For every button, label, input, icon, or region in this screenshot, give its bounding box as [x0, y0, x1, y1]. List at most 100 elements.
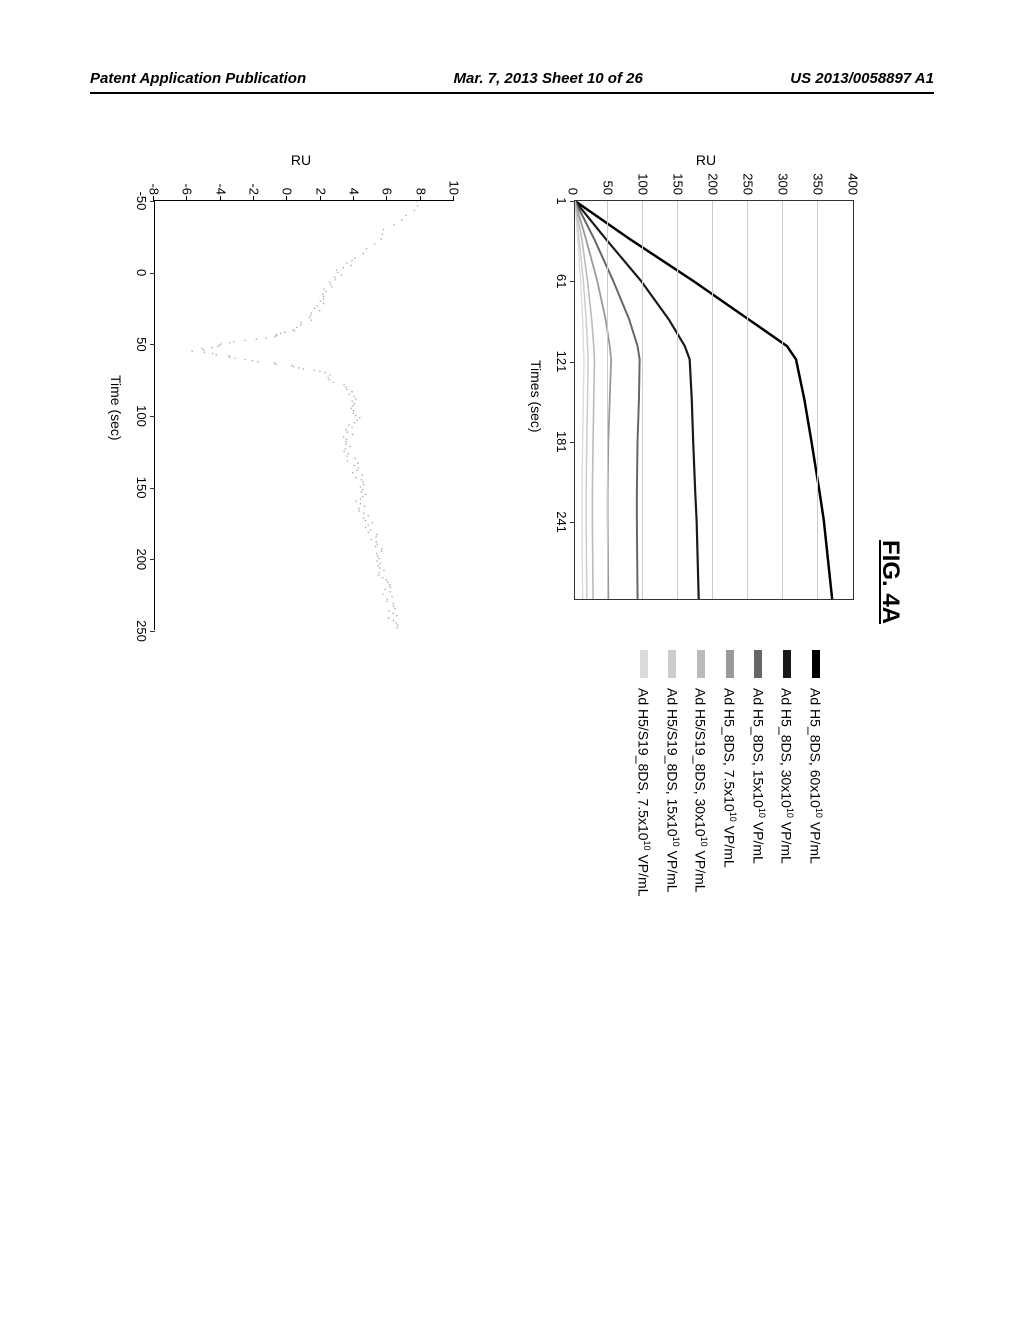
series-point	[329, 374, 331, 376]
series-point	[352, 434, 354, 436]
series-point	[355, 415, 357, 417]
series-point	[379, 562, 381, 564]
y-tick-label: 2	[313, 188, 328, 201]
series-point	[310, 312, 312, 314]
x-tick-mark	[150, 488, 155, 489]
series-point	[395, 622, 397, 624]
x-tick-mark	[570, 362, 575, 363]
series-point	[389, 586, 391, 588]
series-point	[349, 446, 351, 448]
series-point	[382, 593, 384, 595]
x-tick-mark	[570, 442, 575, 443]
series-point	[392, 603, 394, 605]
series-point	[377, 565, 379, 567]
series-point	[220, 343, 222, 345]
series-point	[233, 341, 235, 343]
series-point	[382, 577, 384, 579]
series-point	[360, 503, 362, 505]
series-point	[376, 560, 378, 562]
y-tick-mark	[286, 196, 287, 201]
series-point	[276, 335, 278, 337]
series-point	[414, 210, 416, 212]
series-point	[396, 615, 398, 617]
series-point	[212, 353, 214, 355]
legend-swatch	[812, 650, 820, 678]
y-tick-label: 8	[413, 188, 428, 201]
series-point	[378, 574, 380, 576]
series-point	[386, 598, 388, 600]
series-point	[284, 331, 286, 333]
series-point	[355, 398, 357, 400]
series-point	[335, 279, 337, 281]
legend-label: Ad H5_8DS, 30x1010 VP/mL	[779, 688, 796, 864]
grid-line	[677, 201, 678, 599]
series-point	[292, 329, 294, 331]
series-point	[204, 352, 206, 354]
series-point	[346, 388, 348, 390]
series-point	[211, 347, 213, 349]
series-point	[325, 291, 327, 293]
series-point	[346, 262, 348, 264]
series-point	[310, 315, 312, 317]
series-point	[376, 534, 378, 536]
legend-item: Ad H5/S19_8DS, 7.5x1010 VP/mL	[635, 650, 652, 896]
y-tick-mark	[320, 196, 321, 201]
series-point	[363, 484, 365, 486]
series-point	[333, 381, 335, 383]
series-point	[377, 555, 379, 557]
y-tick-label: 4	[347, 188, 362, 201]
series-point	[357, 462, 359, 464]
y-tick-label: -2	[247, 183, 262, 201]
series-point	[345, 443, 347, 445]
series-point	[392, 613, 394, 615]
series-point	[379, 572, 381, 574]
y-tick-label: 0	[280, 188, 295, 201]
series-point	[382, 234, 384, 236]
y-tick-mark	[220, 196, 221, 201]
series-point	[362, 253, 364, 255]
series-point	[354, 257, 356, 259]
series-point	[417, 205, 419, 207]
grid-line	[747, 201, 748, 599]
series-point	[405, 215, 407, 217]
series-point	[358, 510, 360, 512]
series-point	[354, 458, 356, 460]
series-point	[381, 548, 383, 550]
chart1-container: 050100150200250300350400161121181241 RU …	[574, 200, 854, 600]
y-tick-mark	[420, 196, 421, 201]
series-point	[352, 405, 354, 407]
series-point	[300, 322, 302, 324]
series-point	[275, 363, 277, 365]
series-point	[357, 419, 359, 421]
series-point	[388, 617, 390, 619]
legend-item: Ad H5_8DS, 30x1010 VP/mL	[779, 650, 796, 896]
series-point	[386, 601, 388, 603]
series-point	[274, 362, 276, 364]
series-point	[346, 439, 348, 441]
series-point	[323, 298, 325, 300]
series-point	[319, 310, 321, 312]
series-point	[351, 260, 353, 262]
series-point	[365, 527, 367, 529]
series-point	[371, 522, 373, 524]
series-point	[416, 201, 418, 202]
legend-label: Ad H5_8DS, 7.5x1010 VP/mL	[721, 688, 738, 868]
series-point	[327, 377, 329, 379]
grid-line	[817, 201, 818, 599]
series-point	[309, 317, 311, 319]
series-point	[323, 296, 325, 298]
y-tick-label: 6	[380, 188, 395, 201]
series-point	[347, 460, 349, 462]
series-point	[386, 579, 388, 581]
legend-item: Ad H5/S19_8DS, 15x1010 VP/mL	[664, 650, 681, 896]
series-point	[361, 479, 363, 481]
series-point	[350, 408, 352, 410]
series-point	[379, 567, 381, 569]
y-tick-label: 400	[846, 173, 861, 201]
series-point	[303, 368, 305, 370]
x-tick-mark	[150, 344, 155, 345]
series-point	[293, 366, 295, 368]
series-point	[353, 396, 355, 398]
series-point	[375, 546, 377, 548]
series-point	[353, 465, 355, 467]
